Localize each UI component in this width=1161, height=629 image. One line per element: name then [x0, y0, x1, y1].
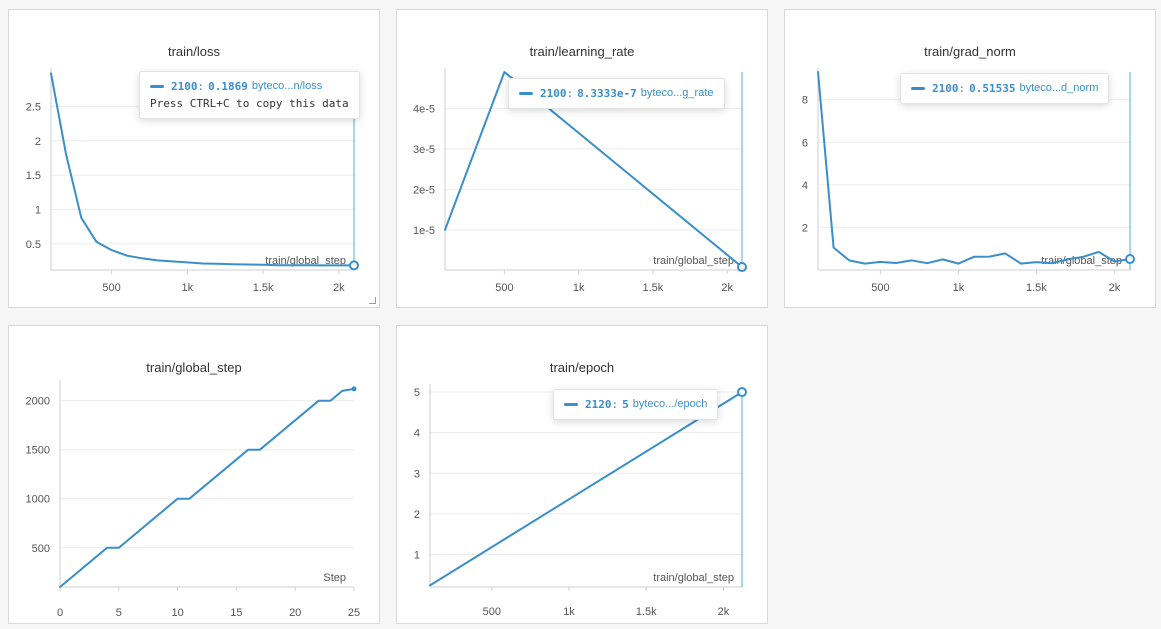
- series-swatch: [150, 85, 164, 88]
- y-tick-label: 3: [414, 468, 420, 480]
- x-tick-label: 10: [171, 607, 183, 619]
- series-line: [817, 71, 1131, 265]
- x-tick-label: 1k: [563, 606, 575, 618]
- y-tick-label: 500: [32, 543, 50, 555]
- y-tick-label: 1000: [26, 494, 50, 506]
- chart-panel-learning-rate[interactable]: train/learning_rate 1e-5 2e-5 3e-5 4e-5 500 1…: [396, 9, 768, 308]
- y-tick-label: 2: [35, 136, 41, 148]
- x-tick-label: 15: [230, 607, 242, 619]
- series-line: [444, 71, 743, 268]
- x-tick-label: 2k: [1109, 282, 1121, 294]
- end-point: [351, 386, 357, 392]
- y-tick-label: 2: [414, 509, 420, 521]
- series-swatch: [519, 92, 533, 95]
- x-tick-label: 500: [871, 282, 889, 294]
- x-tick-label: 20: [289, 607, 301, 619]
- chart-tooltip: 2100: 8.3333e-7 byteco...g_rate: [508, 78, 725, 109]
- tooltip-step: 2100: [540, 87, 567, 100]
- tooltip-step: 2120: [585, 398, 612, 411]
- x-axis-label: train/global_step: [1041, 255, 1122, 267]
- chart-tooltip: 2100: 0.1869 byteco...n/loss Press CTRL+…: [139, 71, 360, 119]
- x-tick-label: 1.5k: [253, 282, 274, 294]
- chart-panel-loss[interactable]: train/loss 0.5 1 1.5 2 2.5 500 1k 1.5k 2k train/g…: [8, 9, 380, 308]
- chart-panel-epoch[interactable]: train/epoch 1 2 3 4 5 500 1k 1.5k 2k train/global…: [396, 325, 768, 624]
- y-tick-label: 1.5: [26, 170, 41, 182]
- tooltip-step: 2100: [932, 82, 959, 95]
- tooltip-series-name: byteco...d_norm: [1019, 82, 1099, 94]
- chart-tooltip: 2120: 5 byteco.../epoch: [553, 389, 719, 420]
- chart-title: train/grad_norm: [924, 44, 1016, 59]
- chart-title: train/global_step: [146, 360, 242, 375]
- y-tick-label: 3e-5: [413, 144, 435, 156]
- tooltip-series-name: byteco.../epoch: [632, 398, 708, 410]
- x-axis-label: Step: [323, 572, 346, 584]
- x-axis-label: train/global_step: [265, 255, 346, 267]
- x-tick-label: 1k: [573, 282, 585, 294]
- y-tick-label: 4: [414, 428, 420, 440]
- y-tick-label: 0.5: [26, 239, 41, 251]
- y-tick-label: 4: [802, 180, 808, 192]
- y-tick-label: 1: [414, 550, 420, 562]
- x-tick-label: 2k: [721, 282, 733, 294]
- series-swatch: [564, 403, 578, 406]
- x-tick-label: 25: [348, 607, 360, 619]
- x-tick-label: 1.5k: [636, 606, 657, 618]
- chart-title: train/learning_rate: [529, 44, 635, 59]
- hover-point: [737, 262, 747, 273]
- y-tick-label: 8: [802, 95, 808, 107]
- series-line: [429, 391, 743, 587]
- series-swatch: [911, 87, 925, 90]
- chart-tooltip: 2100: 0.51535 byteco...d_norm: [900, 73, 1110, 104]
- y-tick-label: 6: [802, 137, 808, 149]
- y-tick-label: 2: [802, 222, 808, 234]
- chart-svg[interactable]: 1e-5 2e-5 3e-5 4e-5 500 1k 1.5k 2k train/global_…: [397, 10, 768, 308]
- chart-title: train/loss: [167, 44, 221, 59]
- tooltip-series-name: byteco...n/loss: [251, 80, 323, 92]
- chart-svg[interactable]: 0.5 1 1.5 2 2.5 500 1k 1.5k 2k train/global_step: [9, 10, 380, 308]
- y-tick-label: 4e-5: [413, 103, 435, 115]
- tooltip-value: 0.1869: [208, 80, 248, 93]
- chart-panel-grad-norm[interactable]: train/grad_norm 2 4 6 8 500 1k 1.5k 2k train/glo…: [784, 9, 1156, 308]
- chart-title: train/epoch: [549, 360, 615, 375]
- hover-point: [1125, 254, 1135, 265]
- y-tick-label: 2e-5: [413, 184, 435, 196]
- tooltip-value: 5: [622, 398, 629, 411]
- x-tick-label: 2k: [718, 606, 730, 618]
- x-tick-label: 1.5k: [643, 282, 664, 294]
- x-tick-label: 2k: [333, 282, 345, 294]
- tooltip-series-name: byteco...g_rate: [640, 87, 714, 99]
- tooltip-value: 8.3333e-7: [577, 87, 637, 100]
- y-tick-label: 2000: [26, 396, 50, 408]
- x-tick-label: 500: [483, 606, 501, 618]
- x-tick-label: 5: [116, 607, 122, 619]
- x-tick-label: 1.5k: [1026, 282, 1047, 294]
- resize-handle[interactable]: [369, 297, 376, 304]
- y-tick-label: 1500: [26, 445, 50, 457]
- x-axis-label: train/global_step: [653, 572, 734, 584]
- chart-panel-global-step[interactable]: train/global_step 500 1000 1500 2000 0 5 10 15 2…: [8, 325, 380, 624]
- hover-point: [737, 387, 747, 398]
- chart-svg[interactable]: 2 4 6 8 500 1k 1.5k 2k train/global_step: [785, 10, 1156, 308]
- x-tick-label: 1k: [953, 282, 965, 294]
- y-tick-label: 1: [35, 205, 41, 217]
- hover-point: [349, 260, 359, 271]
- y-tick-label: 1e-5: [413, 225, 435, 237]
- y-tick-label: 2.5: [26, 101, 41, 113]
- y-tick-label: 5: [414, 387, 420, 399]
- chart-svg[interactable]: 1 2 3 4 5 500 1k 1.5k 2k train/global_step: [397, 326, 768, 624]
- x-tick-label: 500: [495, 282, 513, 294]
- x-tick-label: 0: [57, 607, 63, 619]
- tooltip-step: 2100: [171, 80, 198, 93]
- x-tick-label: 1k: [182, 282, 194, 294]
- tooltip-copy-hint: Press CTRL+C to copy this data: [150, 97, 349, 110]
- series-line: [59, 387, 355, 588]
- x-tick-label: 500: [102, 282, 120, 294]
- series-line: [50, 72, 355, 267]
- chart-svg[interactable]: 500 1000 1500 2000 0 5 10 15 20 25 Step: [9, 326, 380, 624]
- tooltip-value: 0.51535: [969, 82, 1016, 95]
- x-axis-label: train/global_step: [653, 255, 734, 267]
